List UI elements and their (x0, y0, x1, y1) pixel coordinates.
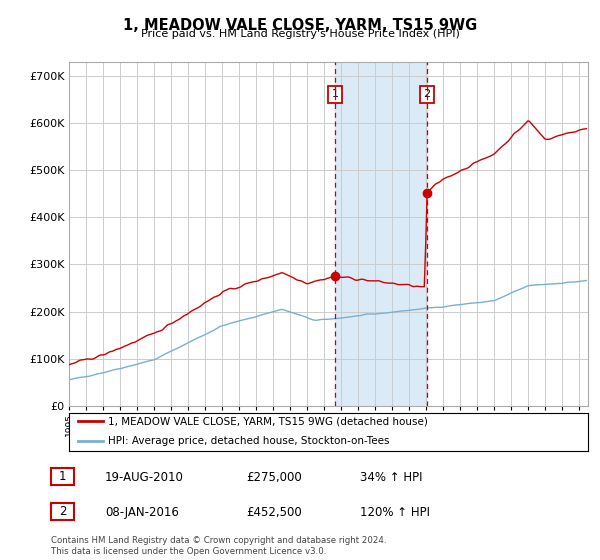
Text: Contains HM Land Registry data © Crown copyright and database right 2024.
This d: Contains HM Land Registry data © Crown c… (51, 536, 386, 556)
Text: HPI: Average price, detached house, Stockton-on-Tees: HPI: Average price, detached house, Stoc… (108, 436, 389, 446)
Text: Price paid vs. HM Land Registry's House Price Index (HPI): Price paid vs. HM Land Registry's House … (140, 29, 460, 39)
Text: 08-JAN-2016: 08-JAN-2016 (105, 506, 179, 519)
Text: 19-AUG-2010: 19-AUG-2010 (105, 470, 184, 484)
Text: 34% ↑ HPI: 34% ↑ HPI (360, 470, 422, 484)
Text: 1: 1 (59, 470, 66, 483)
Text: 2: 2 (59, 505, 66, 519)
Text: £452,500: £452,500 (246, 506, 302, 519)
Text: £275,000: £275,000 (246, 470, 302, 484)
Text: 120% ↑ HPI: 120% ↑ HPI (360, 506, 430, 519)
Text: 1, MEADOW VALE CLOSE, YARM, TS15 9WG (detached house): 1, MEADOW VALE CLOSE, YARM, TS15 9WG (de… (108, 416, 428, 426)
Bar (335, 62, 427, 406)
Text: 1, MEADOW VALE CLOSE, YARM, TS15 9WG: 1, MEADOW VALE CLOSE, YARM, TS15 9WG (123, 18, 477, 34)
Text: 2: 2 (423, 89, 430, 99)
Text: 1: 1 (331, 89, 338, 99)
